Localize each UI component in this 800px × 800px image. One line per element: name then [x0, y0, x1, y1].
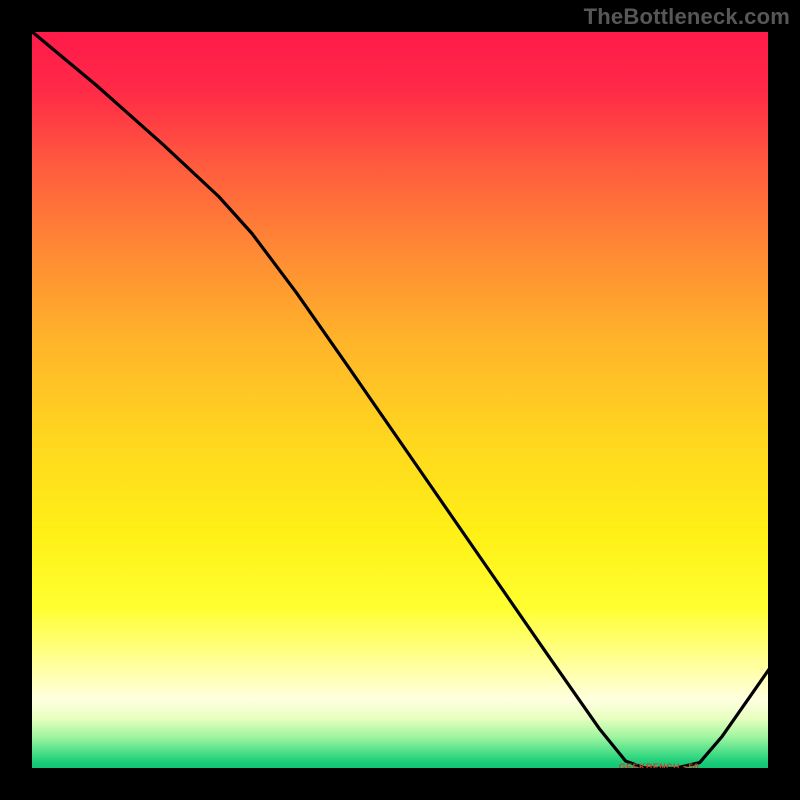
- plot-area: GEEKBENCH ~50: [30, 30, 770, 772]
- chart-svg: GEEKBENCH ~50: [0, 0, 800, 800]
- watermark-text: TheBottleneck.com: [584, 4, 790, 30]
- chart-container: TheBottleneck.com GEEKBENCH ~50: [0, 0, 800, 800]
- gradient-background: [30, 30, 770, 770]
